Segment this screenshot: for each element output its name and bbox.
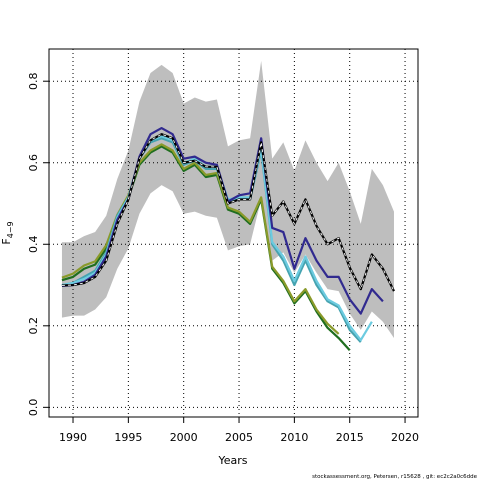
y-tick-label: 0.8 — [27, 72, 40, 90]
x-tick-label: 2020 — [391, 431, 419, 444]
footer: stockassessment.org, Petersen, r15628 , … — [312, 474, 477, 480]
y-axis-title: F4−9 — [0, 221, 15, 244]
x-tick-label: 2000 — [170, 431, 198, 444]
y-axis-title-main: F — [0, 238, 13, 244]
x-tick-label: 1995 — [114, 431, 142, 444]
series-line — [61, 143, 340, 335]
y-axis-title-sub: 4−9 — [6, 221, 15, 238]
plot-frame — [48, 48, 419, 418]
x-tick-label: 2010 — [280, 431, 308, 444]
y-tick-label: 0.4 — [27, 236, 40, 254]
x-axis-title: Years — [217, 454, 247, 467]
series-line-dash — [61, 133, 395, 292]
y-tick-label: 0.2 — [27, 317, 40, 335]
y-tick-label: 0.6 — [27, 154, 40, 172]
x-tick-label: 1990 — [59, 431, 87, 444]
y-tick-label: 0.0 — [27, 399, 40, 417]
x-tick-label: 2005 — [225, 431, 253, 444]
x-tick-label: 2015 — [336, 431, 364, 444]
